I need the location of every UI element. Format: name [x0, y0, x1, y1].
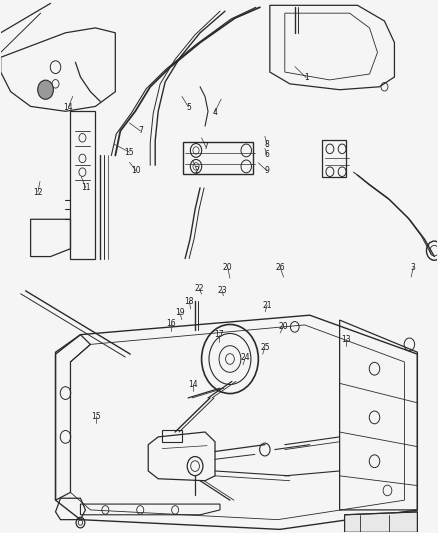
Text: 7: 7 — [204, 142, 208, 151]
Text: 8: 8 — [265, 140, 269, 149]
Text: 5: 5 — [186, 102, 191, 111]
Text: 16: 16 — [166, 319, 176, 328]
Text: 23: 23 — [217, 286, 227, 295]
Text: 3: 3 — [411, 263, 416, 272]
Text: 25: 25 — [260, 343, 270, 352]
Text: 4: 4 — [212, 108, 217, 117]
Circle shape — [38, 80, 53, 99]
Bar — [183, 142, 253, 174]
Text: 19: 19 — [175, 308, 184, 317]
Text: 12: 12 — [33, 188, 42, 197]
Text: 15: 15 — [125, 148, 134, 157]
Text: 14: 14 — [64, 102, 73, 111]
Text: 20: 20 — [279, 321, 289, 330]
Text: 18: 18 — [184, 296, 194, 305]
Text: 22: 22 — [194, 284, 204, 293]
Text: 14: 14 — [188, 380, 198, 389]
Bar — [322, 140, 346, 177]
Text: 10: 10 — [131, 166, 141, 175]
Text: 21: 21 — [262, 301, 272, 310]
Text: 7: 7 — [138, 126, 143, 135]
Text: 9: 9 — [265, 166, 269, 175]
Bar — [162, 430, 182, 442]
Text: 2: 2 — [195, 166, 200, 175]
Text: 17: 17 — [214, 330, 224, 339]
Text: 11: 11 — [81, 183, 91, 192]
Text: 1: 1 — [304, 73, 309, 82]
Text: 24: 24 — [240, 353, 250, 362]
Text: 26: 26 — [276, 263, 285, 272]
Text: 15: 15 — [91, 412, 101, 421]
Text: 13: 13 — [341, 335, 350, 344]
Polygon shape — [345, 512, 417, 532]
Text: 20: 20 — [223, 263, 233, 272]
Text: 6: 6 — [265, 150, 269, 159]
